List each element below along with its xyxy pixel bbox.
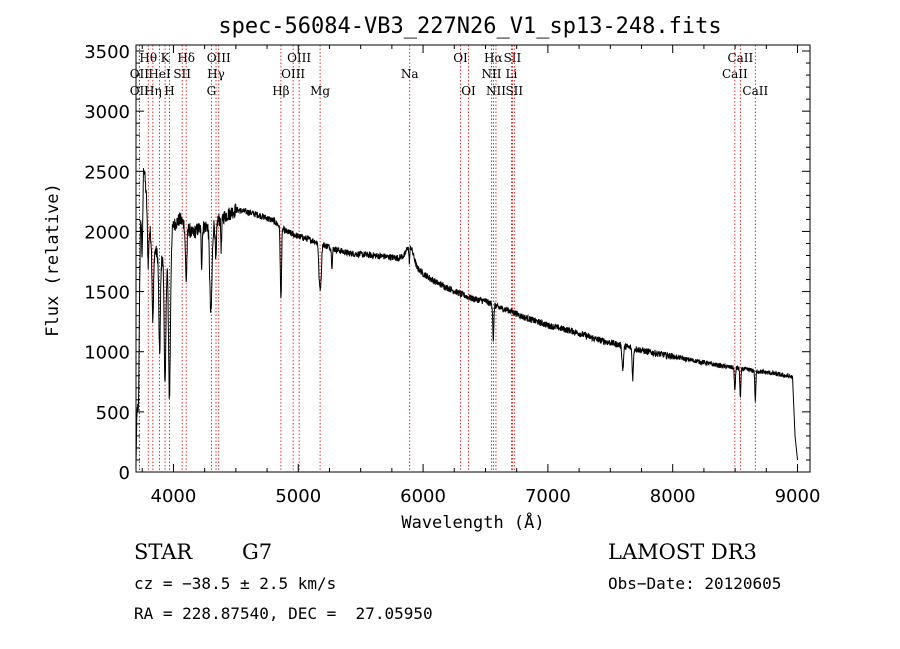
- x-tick-label: 5000: [275, 486, 321, 507]
- subclass: G7: [242, 540, 273, 564]
- line-marker-label: OI: [461, 84, 476, 98]
- line-marker-label: Li: [506, 67, 518, 81]
- line-marker-label: Na: [401, 67, 419, 81]
- line-marker-label: OIII: [287, 51, 311, 65]
- y-tick-label: 1500: [84, 283, 130, 304]
- x-tick-label: 7000: [525, 486, 571, 507]
- y-tick-label: 2000: [84, 222, 130, 243]
- object-type: STAR: [134, 540, 193, 564]
- line-marker-label: NII: [486, 84, 506, 98]
- x-tick-label: 6000: [400, 486, 446, 507]
- line-marker-label: SII: [505, 84, 523, 98]
- observation-date: Obs−Date: 20120605: [608, 574, 782, 593]
- line-marker-label: HeI: [148, 67, 171, 81]
- line-marker-label: Hθ: [139, 51, 157, 65]
- line-marker-label: SII: [504, 51, 522, 65]
- redshift-cz: cz = −38.5 ± 2.5 km/s: [134, 574, 337, 593]
- y-tick-label: 2500: [84, 162, 130, 183]
- line-marker-label: OI: [453, 51, 468, 65]
- line-marker-label: OIII: [281, 67, 305, 81]
- spectrum-series: [135, 168, 798, 463]
- axes: 4000 5000 6000 7000 8000 9000 0 500 1000 1500 2000…: [84, 42, 820, 507]
- x-tick-label: 9000: [775, 486, 821, 507]
- line-marker-label: OII: [130, 84, 150, 98]
- line-marker-label: G: [207, 84, 217, 98]
- line-marker-label: Mg: [310, 84, 330, 98]
- line-marker-label: Hα: [484, 51, 503, 65]
- line-marker-label: CaII: [722, 67, 748, 81]
- line-marker-label: NII: [481, 67, 501, 81]
- y-tick-label: 0: [119, 463, 130, 484]
- y-tick-label: 500: [96, 403, 130, 424]
- plot-frame: [135, 44, 811, 473]
- x-tick-label: 8000: [650, 486, 696, 507]
- spectrum-line: [135, 168, 798, 463]
- x-axis-label: Wavelength (Å): [401, 511, 544, 533]
- survey-name: LAMOST DR3: [608, 540, 757, 564]
- line-marker-label: CaII: [727, 51, 753, 65]
- y-tick-label: 1000: [84, 343, 130, 364]
- line-marker-label: K: [161, 51, 171, 65]
- line-marker-label: CaII: [742, 84, 768, 98]
- y-tick-label: 3000: [84, 102, 130, 123]
- line-marker-label: Hγ: [207, 67, 225, 81]
- line-marker-label: SII: [173, 67, 191, 81]
- y-axis-label: Flux (relative): [43, 183, 63, 337]
- x-tick-label: 4000: [151, 486, 197, 507]
- line-marker-label: Hβ: [272, 84, 289, 98]
- coordinates: RA = 228.87540, DEC = 27.05950: [134, 604, 433, 623]
- chart-title: spec-56084-VB3_227N26_V1_sp13-248.fits: [218, 14, 721, 39]
- y-tick-label: 3500: [84, 42, 130, 63]
- line-marker-label: Hδ: [177, 51, 195, 65]
- line-marker-label: Hη: [144, 84, 162, 98]
- line-marker-label: OIII: [207, 51, 231, 65]
- line-marker-label: H: [164, 84, 174, 98]
